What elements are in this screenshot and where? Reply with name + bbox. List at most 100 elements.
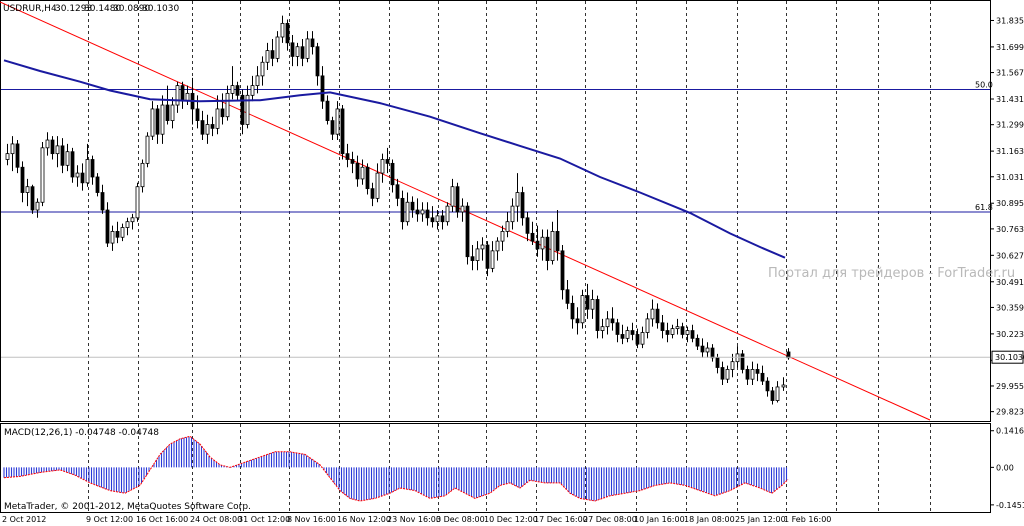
candle-body — [490, 250, 495, 269]
candle-body — [435, 215, 440, 223]
candle-body — [670, 328, 675, 335]
candle-body — [90, 159, 95, 178]
x-tick-label: 2 Oct 2012 — [2, 515, 46, 524]
candle-body — [310, 38, 315, 48]
macd-layer: 0.14169 0.00 -0.14516 — [3, 427, 1024, 510]
candle-body — [781, 384, 786, 388]
candle-body — [60, 145, 65, 166]
macd-tick-label: -0.14516 — [996, 501, 1024, 510]
candle-body — [65, 151, 70, 166]
y-tick-label: 31.0310 — [996, 173, 1024, 182]
candle-body — [745, 369, 750, 380]
x-tick-label: 31 Oct 12:00 — [238, 515, 290, 524]
candle-body — [630, 330, 635, 335]
candle-body — [660, 322, 665, 331]
candle-body — [315, 46, 320, 77]
current-price-box — [991, 350, 1024, 364]
candle-body — [250, 85, 255, 96]
candle-body — [230, 85, 235, 94]
candle-body — [440, 215, 445, 223]
candle-body — [120, 227, 125, 238]
candle-body — [655, 308, 660, 324]
candle-body — [685, 330, 690, 335]
candle-body — [85, 159, 90, 184]
candle-body — [105, 209, 110, 244]
copyright-text: MetaTrader, © 2001-2012, MetaQuotes Soft… — [4, 502, 251, 512]
candle-body — [450, 186, 455, 207]
candle-body — [165, 104, 170, 121]
candle-body — [20, 166, 25, 193]
ohlc-high: 30.1480 — [84, 4, 121, 14]
y-tick-label: 29.9550 — [996, 382, 1024, 391]
candle-body — [400, 197, 405, 223]
candle-body — [786, 351, 791, 359]
candle-body — [705, 347, 710, 353]
candle-body — [205, 124, 210, 135]
candle-body — [125, 221, 130, 228]
trendline-layer — [0, 1, 931, 421]
candle-body — [115, 231, 120, 238]
y-tick-label: 31.1630 — [996, 147, 1024, 156]
candle-body — [210, 124, 215, 129]
candle-body — [700, 345, 705, 353]
candle-body — [170, 104, 175, 121]
x-tick-label: 16 Oct 16:00 — [136, 515, 188, 524]
candle-body — [325, 100, 330, 121]
y-tick-label: 30.7630 — [996, 225, 1024, 234]
candle-body — [40, 147, 45, 203]
candle-body — [595, 299, 600, 331]
candle-body — [275, 36, 280, 59]
candle-body — [600, 326, 605, 331]
candle-body — [280, 22, 285, 38]
candle-body — [300, 46, 305, 59]
candle-body — [140, 162, 145, 188]
candle-body — [130, 217, 135, 223]
candle-body — [95, 176, 100, 193]
candle-body — [10, 143, 15, 155]
candle-body — [415, 209, 420, 215]
x-tick-label: 3 Dec 08:00 — [436, 515, 485, 524]
candle-body — [495, 240, 500, 252]
candle-body — [755, 369, 760, 374]
macd-tick-label: 0.00 — [996, 463, 1014, 472]
candle-body — [550, 231, 555, 261]
candle-body — [565, 289, 570, 304]
candle-body — [560, 250, 565, 291]
candle-body — [590, 299, 595, 310]
ohlc-low: 30.0890 — [113, 4, 150, 14]
candle-body — [555, 231, 560, 252]
watermark: Портал для трейдеров - ForTrader.ru — [768, 266, 1015, 281]
moving-average-layer — [3, 59, 786, 259]
candle-body — [405, 201, 410, 223]
macd-panel-frame — [0, 423, 991, 513]
candle-body — [340, 108, 345, 155]
candle-body — [750, 369, 755, 380]
candle-body — [525, 217, 530, 234]
x-tick-label: 10 Jan 16:00 — [634, 515, 685, 524]
candle-body — [245, 94, 250, 125]
candle-body — [430, 217, 435, 223]
candle-body — [500, 231, 505, 242]
fibonacci-levels: 50.0 61.8 — [1, 80, 993, 213]
candle-body — [480, 244, 485, 250]
candle-body — [345, 153, 350, 160]
candle-body — [465, 205, 470, 258]
candle-body — [135, 186, 140, 219]
candle-body — [545, 236, 550, 261]
candle-body — [690, 330, 695, 339]
time-axis: 2 Oct 2012 9 Oct 12:00 16 Oct 16:00 24 Oct … — [2, 515, 831, 524]
candle-body — [395, 184, 400, 199]
candle-body — [575, 318, 580, 324]
candle-body — [775, 386, 780, 401]
candle-body — [610, 318, 615, 324]
x-tick-label: 24 Oct 08:00 — [190, 515, 242, 524]
candle-body — [55, 145, 60, 155]
candle-body — [15, 143, 20, 168]
candle-body — [635, 334, 640, 345]
candle-body — [460, 205, 465, 213]
y-tick-label: 30.6270 — [996, 251, 1024, 260]
candle-body — [535, 240, 540, 250]
candle-body — [585, 295, 590, 310]
candle-body — [5, 153, 10, 160]
